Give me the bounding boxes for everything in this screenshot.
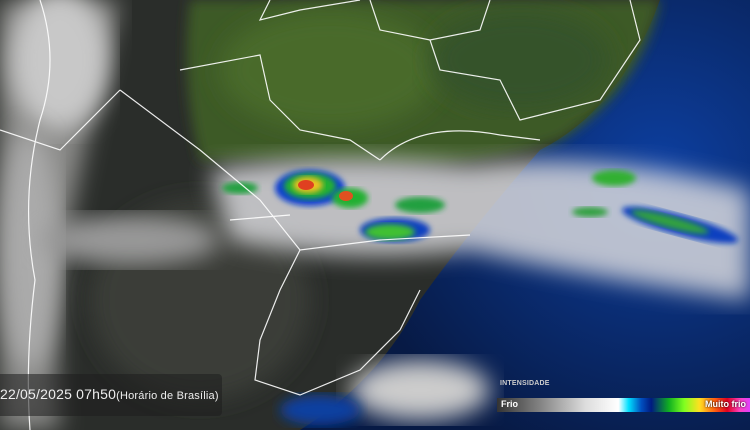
legend-color-bar bbox=[497, 398, 750, 412]
storm-cells bbox=[222, 170, 739, 244]
intensity-legend: INTENSIDADE Frio Muito frio bbox=[497, 376, 750, 416]
timestamp-datetime: 22/05/2025 07h50 bbox=[0, 386, 117, 402]
timestamp: 22/05/2025 07h50(Horário de Brasília) bbox=[0, 386, 219, 402]
political-borders bbox=[0, 0, 641, 430]
timestamp-timezone: (Horário de Brasília) bbox=[116, 390, 219, 402]
timestamp-panel bbox=[0, 374, 222, 416]
legend-max-label: Muito frio bbox=[705, 399, 746, 409]
legend-title: INTENSIDADE bbox=[500, 380, 550, 387]
legend-min-label: Frio bbox=[501, 399, 518, 409]
